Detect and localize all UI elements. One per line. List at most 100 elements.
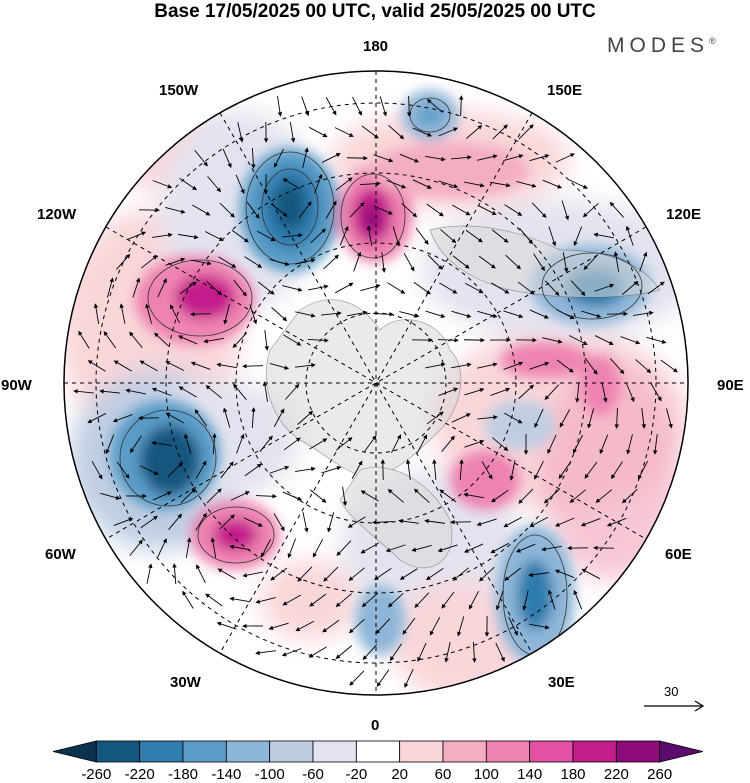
- wind-vector: [268, 622, 289, 630]
- wind-vector: [297, 566, 313, 582]
- wind-vector: [584, 461, 598, 479]
- wind-vector: [611, 461, 623, 480]
- wind-vector: [129, 435, 142, 454]
- wind-vector: [593, 232, 614, 239]
- colorbar-swatch: [95, 740, 141, 763]
- wind-vector: [583, 254, 599, 270]
- wind-vector: [363, 435, 377, 453]
- wind-vector: [490, 542, 510, 554]
- wind-vector: [297, 410, 314, 425]
- colorbar-tick-label: 60: [434, 766, 452, 783]
- wind-vector: [167, 462, 183, 478]
- wind-vector: [295, 466, 316, 473]
- wind-vector: [165, 361, 185, 371]
- wind-vector: [534, 408, 544, 428]
- wind-vector: [606, 517, 627, 527]
- wind-vector: [179, 281, 197, 295]
- wind-vector: [558, 461, 572, 479]
- wind-vector: [195, 460, 207, 479]
- wind-vector: [145, 303, 152, 324]
- wind-vector: [210, 537, 217, 558]
- wind-vector: [547, 589, 556, 610]
- wind-vector: [516, 181, 537, 188]
- wind-vector: [336, 540, 352, 556]
- colorbar-tick-label: -180: [167, 766, 199, 783]
- wind-vector: [307, 338, 329, 343]
- wind-vector: [362, 644, 378, 661]
- wind-vector: [373, 205, 393, 215]
- map-boundary: [63, 70, 689, 696]
- wind-vector: [515, 543, 536, 553]
- wind-vector: [217, 568, 236, 580]
- wind-vector: [287, 538, 296, 559]
- wind-vector: [260, 538, 272, 558]
- longitude-label-0: 0: [371, 717, 380, 734]
- wind-vector: [243, 517, 263, 527]
- wind-vector: [233, 279, 247, 297]
- wind-vector: [335, 437, 353, 451]
- longitude-label-30e: 30E: [548, 674, 575, 691]
- wind-vector: [580, 518, 601, 527]
- wind-vector: [413, 281, 431, 295]
- wind-vector: [398, 518, 419, 524]
- wind-vector: [153, 332, 170, 348]
- wind-vector: [573, 434, 583, 454]
- wind-vector: [387, 488, 404, 503]
- wind-vector: [151, 440, 172, 446]
- wind-vector: [373, 568, 392, 581]
- wind-vector: [347, 516, 366, 528]
- wind-vector: [518, 488, 534, 504]
- wind-vector: [269, 362, 290, 370]
- wind-vector: [464, 282, 484, 294]
- colorbar-swatch: [659, 740, 703, 763]
- wind-vector: [468, 590, 480, 610]
- wind-vector: [232, 332, 248, 349]
- wind-vector: [309, 489, 327, 503]
- wind-vector: [399, 311, 420, 318]
- wind-vector: [295, 311, 316, 318]
- wind-vector: [125, 388, 146, 395]
- wind-vector: [633, 310, 654, 316]
- wind-vector: [309, 438, 328, 450]
- wind-vector: [308, 126, 328, 138]
- wind-vector: [385, 544, 406, 553]
- wind-vector: [569, 489, 587, 503]
- wind-vector: [389, 643, 402, 662]
- wind-vector: [233, 383, 247, 400]
- wind-vector: [528, 572, 549, 578]
- wind-vector: [182, 590, 194, 609]
- wind-vector: [451, 155, 472, 160]
- wind-vector: [503, 310, 524, 319]
- wind-vector: [244, 463, 262, 477]
- wind-vector: [635, 359, 652, 374]
- wind-vector: [402, 617, 416, 635]
- colorbar: [53, 740, 703, 763]
- wind-vector: [559, 409, 571, 428]
- colorbar-swatch: [615, 740, 661, 763]
- wind-vector: [281, 648, 302, 657]
- wind-vector: [100, 492, 121, 500]
- wind-vector: [282, 491, 303, 501]
- longitude-label-60e: 60E: [665, 546, 692, 563]
- wind-vector: [416, 434, 428, 454]
- wind-vector: [562, 252, 569, 273]
- wind-vector: [452, 567, 470, 581]
- wind-vector: [302, 147, 309, 168]
- wind-vector: [139, 360, 158, 372]
- wind-vector: [466, 124, 483, 139]
- wind-vector: [235, 174, 245, 195]
- wind-vector: [505, 254, 521, 270]
- wind-vector: [477, 415, 498, 420]
- wind-vector: [465, 229, 483, 243]
- wind-vector: [503, 516, 523, 528]
- wind-vector: [584, 357, 598, 375]
- wind-vector: [438, 127, 459, 137]
- wind-vector: [99, 389, 120, 394]
- wind-vector: [594, 283, 615, 292]
- wind-vector: [249, 304, 258, 325]
- wind-vector: [184, 433, 192, 454]
- wind-vector: [140, 515, 158, 529]
- wind-vector: [437, 544, 458, 553]
- wind-vector: [451, 413, 471, 423]
- wind-vector: [639, 251, 648, 272]
